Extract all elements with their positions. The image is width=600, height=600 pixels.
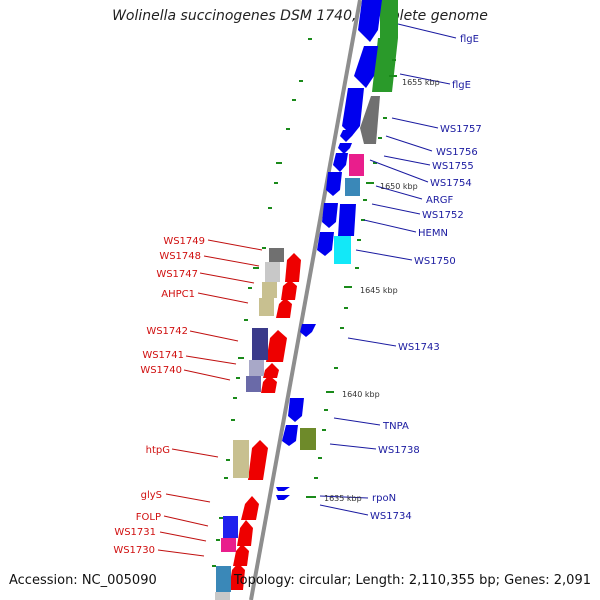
reverse-gene [276,298,292,318]
gene-label[interactable]: WS1748 [159,251,201,262]
gene-label[interactable]: rpoN [372,493,396,504]
cog-segment [259,298,274,316]
forward-gene [338,143,352,154]
cog-segment [262,282,277,298]
cog-segment [360,96,380,144]
left-gene-labels: WS1749 WS1748 WS1747 AHPC1 WS1742 WS1741… [113,236,205,556]
gene-label[interactable]: WS1756 [436,147,478,158]
scale-label: 1640 kbp [342,390,380,399]
forward-gene [326,172,342,196]
gene-label[interactable]: HEMN [418,228,448,239]
gene-label[interactable]: WS1757 [440,124,482,135]
forward-gene [333,153,348,172]
forward-gene [276,495,290,500]
genome-summary: Topology: circular; Length: 2,110,355 bp… [233,573,591,588]
forward-genes [276,0,382,500]
gene-label[interactable]: WS1752 [422,210,464,221]
gene-label[interactable]: glyS [141,490,162,501]
left-leader-lines [157,239,263,557]
cog-segment [269,248,284,262]
scale-label: 1655 kbp [402,78,440,87]
right-gene-labels: flgE flgE WS1757 WS1756 WS1755 WS1754 AR… [370,34,482,522]
cog-segment [216,566,231,592]
cog-segment [252,328,268,360]
cog-segment [221,538,236,552]
scale-label: 1645 kbp [360,286,398,295]
gene-label[interactable]: WS1742 [146,326,188,337]
reverse-gene [229,563,245,590]
gene-label[interactable]: WS1747 [156,269,198,280]
scale-label: 1650 kbp [380,182,418,191]
accession-text: Accession: NC_005090 [9,573,157,588]
reverse-gene [266,330,287,362]
genome-backbone [249,0,362,600]
gene-label[interactable]: WS1731 [114,527,156,538]
forward-gene [317,232,334,256]
reverse-gene [285,253,301,282]
gene-label[interactable]: WS1755 [432,161,474,172]
gene-label[interactable]: WS1749 [163,236,205,247]
gene-label[interactable]: flgE [452,80,471,91]
cog-segment [215,592,230,600]
reverse-gene [263,363,279,378]
forward-gene [338,204,356,236]
gene-label[interactable]: WS1740 [140,365,182,376]
gene-label[interactable]: FOLP [136,512,161,523]
cog-strip-right [300,0,398,450]
cog-segment [265,262,280,282]
forward-gene [322,203,338,228]
gene-label[interactable]: htpG [146,445,170,456]
reverse-gene [261,375,277,393]
cog-segment [300,428,316,450]
reverse-gene [281,280,297,300]
forward-gene [282,425,298,446]
cog-segment [345,178,360,196]
forward-gene [276,487,290,491]
cog-segment [380,0,398,38]
cog-segment [246,376,261,392]
gene-label[interactable]: AHPC1 [161,289,195,300]
cog-strip-left [215,248,284,600]
cog-segment [233,440,249,478]
gene-label[interactable]: WS1750 [414,256,456,267]
forward-gene [342,88,364,136]
gene-label[interactable]: WS1730 [113,545,155,556]
cog-segment [334,236,351,264]
cog-segment [223,516,238,538]
forward-gene [300,324,316,337]
reverse-gene [241,496,259,520]
cog-segment [372,38,398,92]
scale-label: 1635 kbp [324,494,362,503]
gene-label[interactable]: WS1734 [370,511,412,522]
forward-gene [288,398,304,422]
gene-label[interactable]: WS1754 [430,178,472,189]
scale-ticks [212,38,397,567]
gene-label[interactable]: TNPA [382,421,409,432]
reverse-gene [233,544,249,566]
scale-labels: 1655 kbp 1650 kbp 1645 kbp 1640 kbp 1635… [324,78,440,503]
forward-gene [358,0,382,42]
cog-segment [349,154,364,176]
reverse-genes [229,253,301,590]
reverse-gene [237,520,253,546]
forward-gene [340,130,354,142]
cog-segment [249,360,264,376]
gene-label[interactable]: flgE [460,34,479,45]
gene-label[interactable]: ARGF [426,195,454,206]
gene-label[interactable]: WS1741 [142,350,184,361]
reverse-gene [248,440,268,480]
forward-gene [354,46,378,88]
right-leader-lines [319,23,457,516]
gene-label[interactable]: WS1738 [378,445,420,456]
gene-label[interactable]: WS1743 [398,342,440,353]
